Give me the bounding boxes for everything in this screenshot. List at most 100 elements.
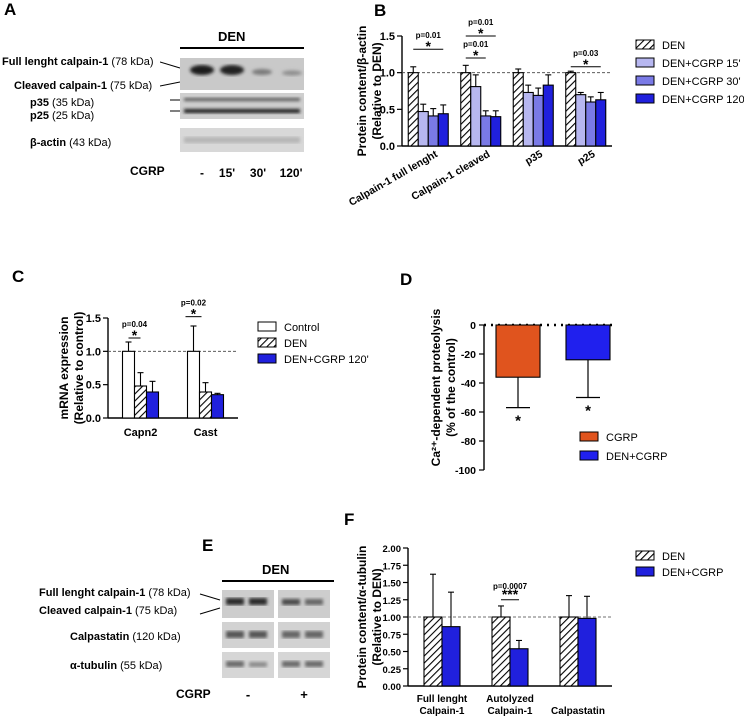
y-tick-label: 0.0 (380, 141, 395, 153)
significance-star: * (515, 413, 521, 430)
blot-e-image (199, 590, 330, 678)
blot-a-band-label-1: Cleaved calpain-1 (75 kDa) (14, 80, 153, 92)
significance-star: * (473, 47, 479, 63)
bar (437, 113, 449, 147)
significance-star: * (583, 56, 589, 72)
bar (575, 94, 587, 147)
blot-a-strip-p35-p25 (180, 93, 304, 119)
p-value-label: p=0.01 (463, 40, 489, 49)
p-value-label: p=0.01 (416, 31, 442, 40)
bar (417, 110, 429, 147)
legend-swatch (579, 450, 599, 461)
significance-star: * (585, 403, 591, 420)
bar (198, 391, 213, 419)
y-tick-label: 1.5 (380, 31, 395, 43)
blot-a-band-label-2: p35 (35 kDa) (30, 97, 95, 109)
panel-a-letter: A (4, 0, 17, 19)
blot-e-band-label-2: Calpastatin (120 kDa) (70, 631, 181, 643)
y-axis-label: Ca²⁺-dependent proteolysis (429, 308, 443, 466)
y-tick-label: -40 (461, 378, 476, 390)
y-tick-label: 0.5 (86, 380, 101, 392)
panel-e-lane-1: + (300, 687, 308, 702)
x-tick-label: p35 (523, 148, 545, 168)
bar (423, 616, 443, 687)
y-tick-label: -100 (455, 465, 476, 477)
blot-a-band-label-0: Full lenght calpain-1 (78 kDa) (2, 56, 154, 68)
y-tick-label: 2.00 (383, 544, 402, 555)
bar (145, 391, 160, 419)
arrow-full-length (160, 61, 181, 69)
y-tick-label: 0.25 (383, 665, 402, 676)
panel-d-letter: D (400, 270, 413, 289)
y-tick-label: -60 (461, 407, 476, 419)
bar (565, 72, 577, 147)
panel-a-lane-0: - (200, 166, 204, 180)
y-tick-label: -80 (461, 436, 476, 448)
p-value-label: p=0.04 (122, 320, 148, 329)
x-tick-label: Autolyzed (486, 694, 534, 705)
legend-label: DEN+CGRP (606, 451, 667, 463)
y-axis-label: (% of the control) (444, 338, 458, 437)
x-tick-label: Calpastatin (551, 706, 605, 717)
y-tick-label: 1.50 (383, 579, 402, 590)
bar (490, 116, 502, 147)
panel-a-lane-3: 120' (279, 166, 303, 180)
panel-e-treatment-line (222, 580, 334, 582)
y-tick-label: 0.0 (86, 413, 101, 425)
x-tick-label: Cast (194, 427, 218, 439)
chart-d: 0 -20 -40 -60 -80 -100 * CGRP * DEN+CGRP Ca²⁺-depe… (429, 308, 667, 477)
x-tick-label: Capn2 (124, 427, 158, 439)
bar (460, 72, 472, 147)
legend-swatch (635, 550, 655, 561)
legend-swatch (635, 57, 655, 68)
arrow-cleaved (160, 81, 181, 87)
bar (532, 94, 544, 147)
y-tick-label: 1.75 (383, 561, 402, 572)
legend-swatch (635, 39, 655, 50)
legend-label: DEN+CGRP 120' (284, 354, 369, 366)
legend-label: DEN+CGRP (662, 567, 723, 579)
bar (565, 324, 611, 361)
bar (441, 626, 461, 687)
panel-letter: B (374, 1, 386, 20)
bar (542, 84, 554, 147)
bar (480, 115, 492, 147)
x-tick-label: Calpain-1 (487, 706, 532, 717)
panel-a-lane-label: CGRP (130, 164, 165, 178)
y-axis-label: (Relative to control) (72, 312, 86, 425)
legend-swatch (635, 566, 655, 577)
significance-star: * (132, 327, 138, 343)
y-tick-label: 0.75 (383, 630, 402, 641)
legend-label: DEN+CGRP 120' (662, 94, 744, 106)
y-tick-label: 1.25 (383, 596, 402, 607)
bar (210, 394, 225, 419)
legend-label: DEN (662, 551, 685, 563)
p-value-label: p=0.02 (181, 299, 207, 308)
y-axis-label: Protein content/α-tubulin (355, 546, 369, 689)
bar (470, 86, 482, 147)
blot-a-image (160, 58, 304, 152)
legend-swatch (579, 431, 599, 442)
bar (585, 101, 597, 147)
x-tick-label: Calpain-1 (419, 706, 464, 717)
blot-e-band-label-1: Cleaved calpain-1 (75 kDa) (39, 605, 178, 617)
panel-c-letter: C (12, 267, 25, 286)
legend-label: CGRP (606, 432, 638, 444)
y-tick-label: 1.0 (86, 346, 101, 358)
bar (509, 648, 529, 687)
y-tick-label: 0 (470, 320, 476, 332)
p-value-label: p=0.01 (468, 18, 494, 27)
legend-label: DEN+CGRP 30' (662, 76, 741, 88)
arrow-e-full-length (199, 593, 221, 601)
legend-label: DEN (284, 338, 307, 350)
legend-swatch (257, 337, 277, 348)
legend-swatch (635, 93, 655, 104)
blot-a-band-label-4: β-actin (43 kDa) (30, 137, 112, 149)
y-tick-label: -20 (461, 349, 476, 361)
legend-swatch (257, 321, 277, 332)
bar (407, 72, 419, 147)
bar (522, 91, 534, 147)
bar (577, 617, 597, 687)
